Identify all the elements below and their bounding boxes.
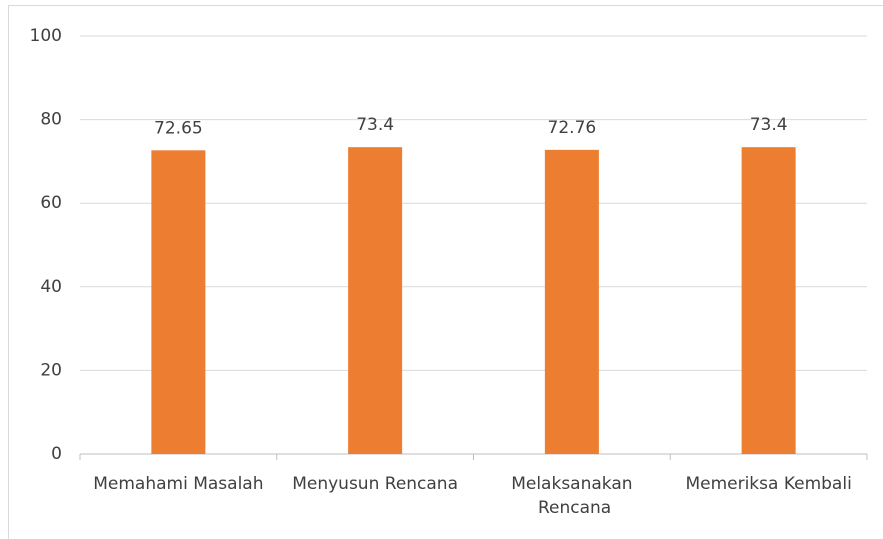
- value-label: 73.4: [356, 115, 394, 135]
- y-tick-label: 40: [40, 277, 62, 297]
- bar: [544, 149, 599, 454]
- bar: [151, 150, 206, 454]
- value-label: 73.4: [750, 115, 788, 135]
- y-tick-label: 20: [40, 360, 62, 380]
- x-tick-label: Menyusun Rencana: [292, 474, 458, 494]
- x-tick-label: Melaksanakan Rencana: [511, 474, 632, 518]
- bar: [741, 147, 796, 455]
- y-tick-label: 80: [40, 110, 62, 130]
- y-tick-label: 60: [40, 193, 62, 213]
- y-tick-label: 100: [30, 26, 62, 46]
- x-tick-label: Memeriksa Kembali: [685, 474, 851, 494]
- x-tick-label: Memahami Masalah: [93, 474, 263, 494]
- y-tick-label: 0: [51, 444, 62, 464]
- value-label: 72.76: [548, 118, 597, 138]
- value-label: 72.65: [154, 118, 203, 138]
- bar: [348, 147, 403, 455]
